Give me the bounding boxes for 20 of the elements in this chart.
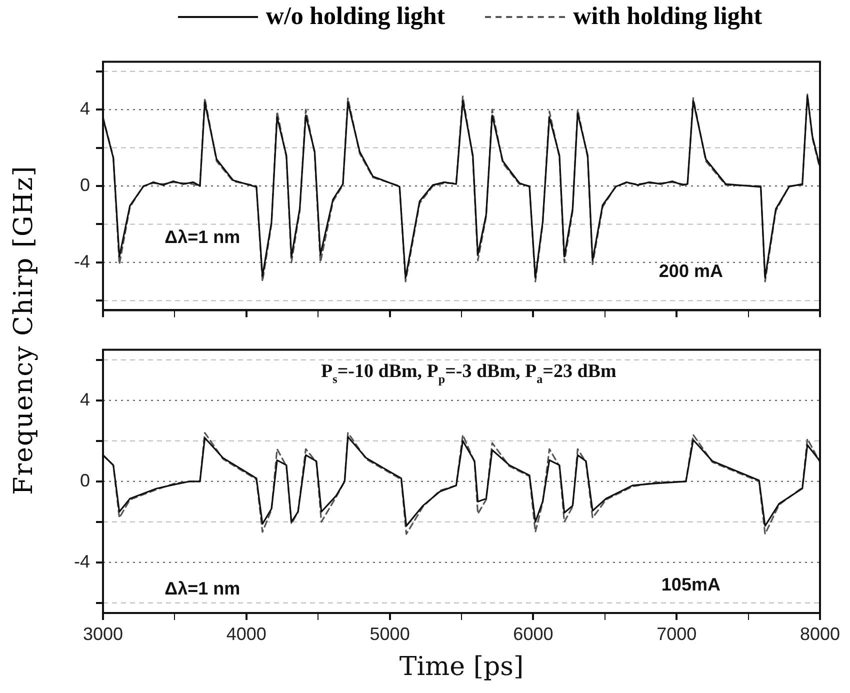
legend-label: w/o holding light	[266, 3, 446, 31]
x-axis-title: Time [ps]	[399, 652, 524, 682]
annotation: 200 mA	[658, 260, 723, 281]
annotation: Δλ=1 nm	[164, 227, 240, 248]
y-tick-label: 0	[80, 470, 90, 490]
y-tick-label: -4	[74, 251, 90, 272]
x-tick-label: 3000	[82, 624, 124, 644]
y-tick-label: 0	[80, 174, 90, 195]
y-tick-label: -4	[74, 551, 90, 572]
y-tick-label: 4	[80, 98, 90, 119]
x-tick-label: 4000	[226, 624, 266, 644]
y-tick-label: 4	[80, 389, 90, 410]
y-axis-title: Frequency Chirp [GHz]	[9, 165, 39, 495]
legend-label: with holding light	[573, 3, 762, 31]
x-tick-label: 8000	[800, 624, 840, 644]
annotation: Δλ=1 nm	[164, 578, 240, 598]
x-tick-label: 5000	[370, 624, 410, 644]
x-tick-label: 6000	[513, 624, 554, 644]
annotation: 105mA	[661, 574, 720, 595]
x-tick-label: 7000	[656, 624, 697, 644]
